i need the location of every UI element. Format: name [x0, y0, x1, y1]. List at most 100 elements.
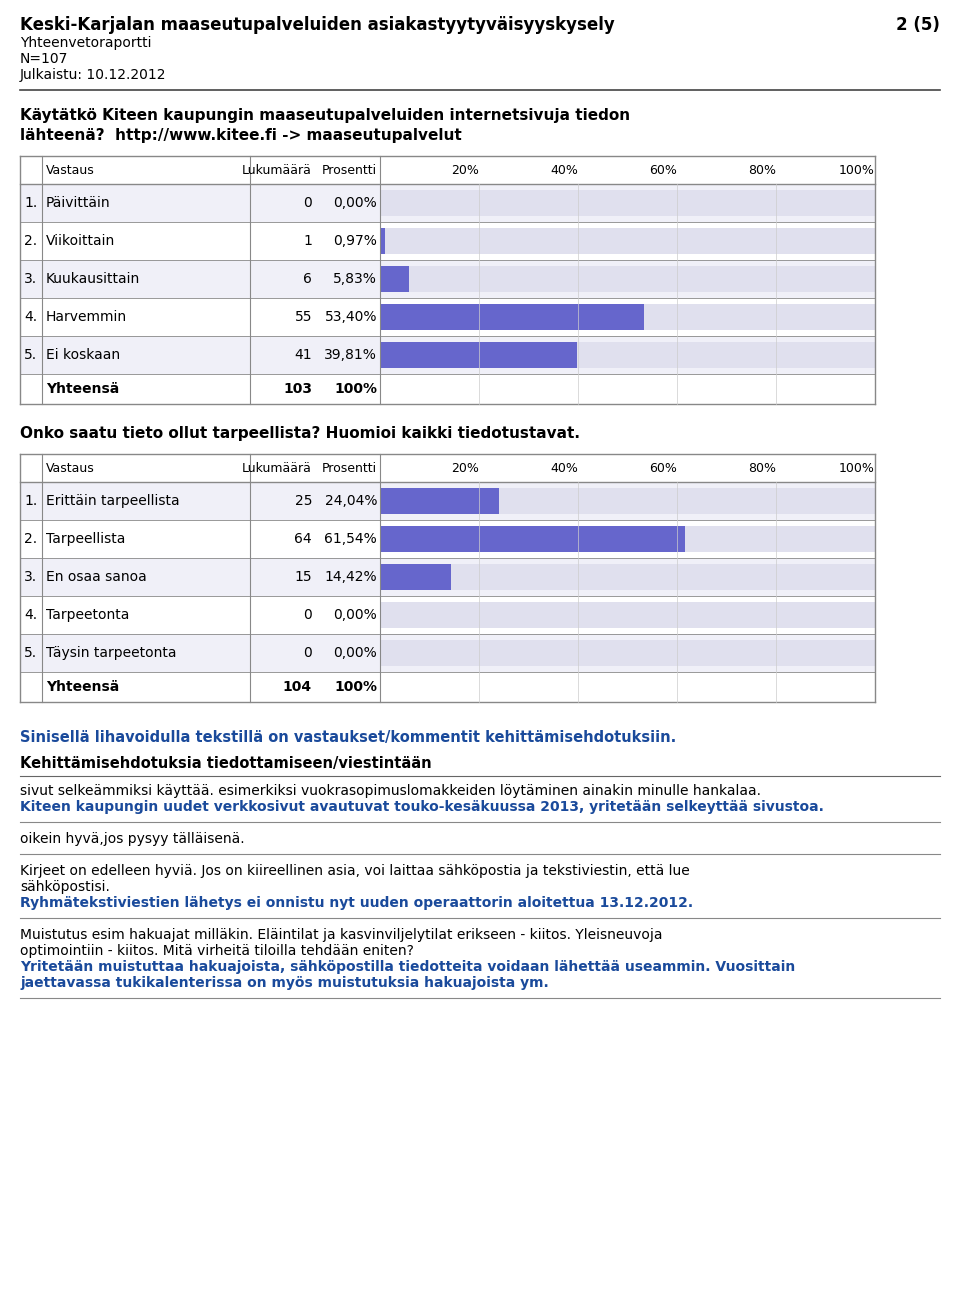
Text: Yhteensä: Yhteensä — [46, 382, 119, 396]
Bar — [20, 336, 875, 374]
Text: Ei koskaan: Ei koskaan — [46, 348, 120, 362]
Text: 20%: 20% — [451, 164, 479, 177]
Text: Tarpeetonta: Tarpeetonta — [46, 607, 130, 622]
Text: 60%: 60% — [649, 164, 677, 177]
Text: lähteenä?  http://www.kitee.fi -> maaseutupalvelut: lähteenä? http://www.kitee.fi -> maaseut… — [20, 129, 462, 143]
Bar — [20, 184, 875, 222]
Text: 0: 0 — [303, 646, 312, 660]
Text: Julkaistu: 10.12.2012: Julkaistu: 10.12.2012 — [20, 68, 166, 81]
Text: 4.: 4. — [24, 310, 37, 324]
Text: N=107: N=107 — [20, 52, 68, 66]
Bar — [20, 374, 875, 404]
Text: 24,04%: 24,04% — [324, 495, 377, 508]
Text: 0,00%: 0,00% — [333, 646, 377, 660]
Text: 0,00%: 0,00% — [333, 607, 377, 622]
Text: 5.: 5. — [24, 646, 37, 660]
Bar — [20, 260, 875, 298]
Text: Sinisellä lihavoidulla tekstillä on vastaukset/kommentit kehittämisehdotuksiin.: Sinisellä lihavoidulla tekstillä on vast… — [20, 729, 676, 745]
Text: oikein hyvä,jos pysyy tälläisenä.: oikein hyvä,jos pysyy tälläisenä. — [20, 832, 245, 846]
Bar — [20, 558, 875, 596]
Text: Harvemmin: Harvemmin — [46, 310, 127, 324]
Text: 14,42%: 14,42% — [324, 569, 377, 584]
Text: 20%: 20% — [451, 462, 479, 475]
Bar — [20, 672, 875, 702]
Text: 100%: 100% — [334, 382, 377, 396]
Text: Lukumäärä: Lukumäärä — [242, 164, 312, 177]
Text: 0,97%: 0,97% — [333, 234, 377, 248]
Text: Erittäin tarpeellista: Erittäin tarpeellista — [46, 495, 180, 508]
Bar — [380, 266, 875, 293]
Text: sivut selkeämmiksi käyttää. esimerkiksi vuokrasopimuslomakkeiden löytäminen aina: sivut selkeämmiksi käyttää. esimerkiksi … — [20, 785, 761, 798]
Bar — [380, 564, 451, 590]
Text: Kuukausittain: Kuukausittain — [46, 272, 140, 286]
Text: 1.: 1. — [24, 195, 37, 210]
Text: Onko saatu tieto ollut tarpeellista? Huomioi kaikki tiedotustavat.: Onko saatu tieto ollut tarpeellista? Huo… — [20, 426, 580, 441]
Bar — [380, 342, 875, 367]
Text: 104: 104 — [283, 680, 312, 694]
Text: Muistutus esim hakuajat milläkin. Eläintilat ja kasvinviljelytilat erikseen - ki: Muistutus esim hakuajat milläkin. Eläint… — [20, 928, 662, 942]
Text: Kehittämisehdotuksia tiedottamiseen/viestintään: Kehittämisehdotuksia tiedottamiseen/vies… — [20, 756, 432, 771]
Text: 41: 41 — [295, 348, 312, 362]
Bar — [20, 520, 875, 558]
Text: 2 (5): 2 (5) — [896, 16, 940, 34]
Text: Prosentti: Prosentti — [322, 462, 377, 475]
Bar — [380, 342, 577, 367]
Text: sähköpostisi.: sähköpostisi. — [20, 880, 109, 893]
Text: Tarpeellista: Tarpeellista — [46, 531, 126, 546]
Text: Täysin tarpeetonta: Täysin tarpeetonta — [46, 646, 177, 660]
Text: 1: 1 — [303, 234, 312, 248]
Text: En osaa sanoa: En osaa sanoa — [46, 569, 147, 584]
Bar — [380, 602, 875, 628]
Bar — [380, 304, 644, 331]
Bar — [20, 482, 875, 520]
Text: jaettavassa tukikalenterissa on myös muistutuksia hakuajoista ym.: jaettavassa tukikalenterissa on myös mui… — [20, 976, 549, 991]
Text: 80%: 80% — [748, 164, 776, 177]
Bar — [380, 488, 499, 514]
Text: 40%: 40% — [550, 462, 578, 475]
Bar — [380, 228, 875, 255]
Text: Vastaus: Vastaus — [46, 462, 95, 475]
Text: 64: 64 — [295, 531, 312, 546]
Text: Päivittäin: Päivittäin — [46, 195, 110, 210]
Bar — [380, 526, 875, 552]
Text: 100%: 100% — [334, 680, 377, 694]
Text: Prosentti: Prosentti — [322, 164, 377, 177]
Text: 15: 15 — [295, 569, 312, 584]
Bar — [20, 634, 875, 672]
Text: 2.: 2. — [24, 234, 37, 248]
Text: 103: 103 — [283, 382, 312, 396]
Bar — [380, 266, 409, 293]
Text: 6: 6 — [303, 272, 312, 286]
Bar — [380, 488, 875, 514]
Bar — [20, 222, 875, 260]
Text: 4.: 4. — [24, 607, 37, 622]
Text: 25: 25 — [295, 495, 312, 508]
Bar — [380, 304, 875, 331]
Text: Yhteensä: Yhteensä — [46, 680, 119, 694]
Text: 100%: 100% — [839, 462, 875, 475]
Bar — [380, 564, 875, 590]
Text: 60%: 60% — [649, 462, 677, 475]
Text: Kiteen kaupungin uudet verkkosivut avautuvat touko-kesäkuussa 2013, yritetään se: Kiteen kaupungin uudet verkkosivut avaut… — [20, 800, 824, 813]
Text: Keski-Karjalan maaseutupalveluiden asiakastyytyväisyyskysely: Keski-Karjalan maaseutupalveluiden asiak… — [20, 16, 614, 34]
Text: 2.: 2. — [24, 531, 37, 546]
Text: 39,81%: 39,81% — [324, 348, 377, 362]
Bar — [380, 190, 875, 216]
Bar — [20, 298, 875, 336]
Text: 1.: 1. — [24, 495, 37, 508]
Bar — [20, 454, 875, 482]
Text: optimointiin - kiitos. Mitä virheitä tiloilla tehdään eniten?: optimointiin - kiitos. Mitä virheitä til… — [20, 945, 414, 958]
Text: 5,83%: 5,83% — [333, 272, 377, 286]
Text: 0: 0 — [303, 607, 312, 622]
Text: Lukumäärä: Lukumäärä — [242, 462, 312, 475]
Text: 100%: 100% — [839, 164, 875, 177]
Text: 5.: 5. — [24, 348, 37, 362]
Bar — [380, 526, 684, 552]
Text: 40%: 40% — [550, 164, 578, 177]
Text: 3.: 3. — [24, 569, 37, 584]
Bar — [380, 228, 385, 255]
Text: Yritetään muistuttaa hakuajoista, sähköpostilla tiedotteita voidaan lähettää use: Yritetään muistuttaa hakuajoista, sähköp… — [20, 960, 795, 974]
Text: Ryhmätekstiviestien lähetys ei onnistu nyt uuden operaattorin aloitettua 13.12.2: Ryhmätekstiviestien lähetys ei onnistu n… — [20, 896, 693, 911]
Text: 0,00%: 0,00% — [333, 195, 377, 210]
Text: Viikoittain: Viikoittain — [46, 234, 115, 248]
